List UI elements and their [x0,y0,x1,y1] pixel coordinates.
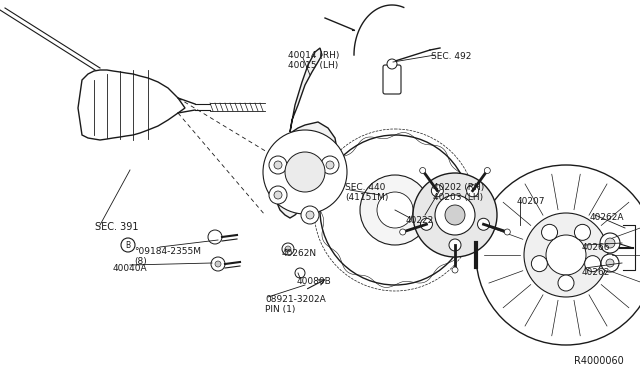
Text: 40207: 40207 [517,197,545,206]
Circle shape [600,233,620,253]
Circle shape [606,259,614,267]
Circle shape [211,257,225,271]
Text: B: B [125,241,131,250]
Circle shape [546,235,586,275]
Text: 40080B: 40080B [297,277,332,286]
Circle shape [524,213,608,297]
Circle shape [605,238,615,248]
Text: 40202 (RH)
40203 (LH): 40202 (RH) 40203 (LH) [433,183,484,202]
Circle shape [301,206,319,224]
Circle shape [208,230,222,244]
Circle shape [558,275,574,291]
Circle shape [541,224,557,240]
Circle shape [360,175,430,245]
Circle shape [269,156,287,174]
Circle shape [420,167,426,173]
Circle shape [449,239,461,251]
Circle shape [531,256,547,272]
Text: 40266: 40266 [582,243,611,252]
Polygon shape [265,122,338,218]
Polygon shape [78,70,185,140]
Circle shape [285,246,291,252]
Circle shape [274,161,282,169]
Circle shape [435,195,475,235]
Circle shape [400,229,406,235]
Circle shape [477,218,490,230]
Circle shape [584,256,600,272]
Circle shape [326,161,334,169]
Circle shape [420,218,433,230]
Circle shape [263,130,347,214]
Circle shape [269,186,287,204]
Text: SEC. 440
(41151M): SEC. 440 (41151M) [345,183,388,202]
Circle shape [285,152,325,192]
Circle shape [445,205,465,225]
Circle shape [484,167,490,173]
FancyBboxPatch shape [383,65,401,94]
Circle shape [377,192,413,228]
Polygon shape [290,48,322,132]
Circle shape [282,243,294,255]
Text: SEC. 391: SEC. 391 [95,222,138,232]
Text: 40222: 40222 [406,216,435,225]
Circle shape [274,191,282,199]
Circle shape [413,173,497,257]
Text: SEC. 492: SEC. 492 [431,52,472,61]
Circle shape [504,229,510,235]
Text: 40262N: 40262N [282,249,317,258]
Circle shape [431,185,444,197]
Circle shape [320,135,470,285]
Text: 40040A: 40040A [113,264,148,273]
Text: 40014 (RH)
40015 (LH): 40014 (RH) 40015 (LH) [288,51,339,70]
Circle shape [321,156,339,174]
Text: 08921-3202A
PIN (1): 08921-3202A PIN (1) [265,295,326,314]
Text: 40262: 40262 [582,268,611,277]
Circle shape [306,211,314,219]
Circle shape [387,59,397,69]
Text: 40262A: 40262A [590,213,625,222]
Circle shape [452,267,458,273]
Circle shape [601,254,619,272]
Circle shape [467,185,479,197]
Circle shape [575,224,591,240]
Circle shape [476,165,640,345]
Circle shape [121,238,135,252]
Text: °09184-2355M
(8): °09184-2355M (8) [134,247,201,266]
Circle shape [215,261,221,267]
Text: R4000060: R4000060 [574,356,624,366]
Circle shape [295,268,305,278]
